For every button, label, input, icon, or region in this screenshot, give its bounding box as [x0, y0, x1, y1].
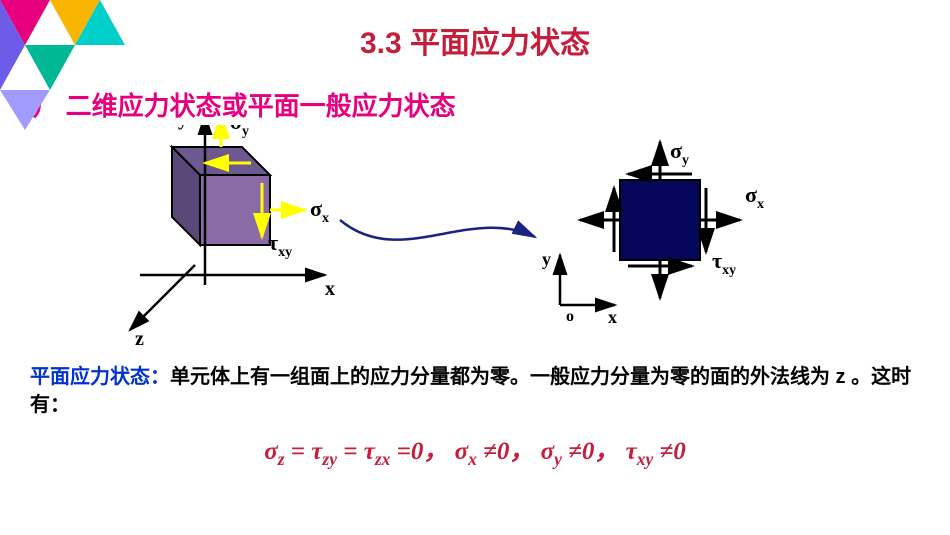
definition-text: 平面应力状态：单元体上有一组面上的应力分量都为零。一般应力分量为零的面的外法线为…: [30, 363, 920, 419]
section-subtitle: 1） 二维应力状态或平面一般应力状态: [18, 86, 950, 123]
stress-diagrams: xyzσxσyτxyσxσyτxyxyo: [0, 125, 950, 355]
svg-text:y: y: [178, 125, 188, 130]
definition-lead: 平面应力状态：: [30, 366, 170, 388]
svg-text:z: z: [135, 328, 144, 350]
svg-text:σy: σy: [230, 125, 249, 139]
svg-text:σx: σx: [310, 196, 329, 226]
corner-decoration: [0, 0, 140, 130]
svg-text:o: o: [566, 308, 574, 325]
diagram-area: xyzσxσyτxyσxσyτxyxyo: [0, 125, 950, 355]
svg-text:σy: σy: [670, 138, 689, 168]
svg-text:x: x: [325, 278, 335, 300]
svg-text:y: y: [542, 249, 551, 269]
svg-text:τxy: τxy: [712, 248, 736, 278]
svg-text:τxy: τxy: [268, 230, 292, 260]
slide-title: 3.3 平面应力状态: [0, 0, 950, 62]
svg-text:x: x: [608, 307, 617, 327]
svg-text:σx: σx: [745, 182, 764, 212]
stress-equation: σz = τzy = τzx =0， σx ≠0， σy ≠0， τxy ≠0: [0, 431, 950, 470]
